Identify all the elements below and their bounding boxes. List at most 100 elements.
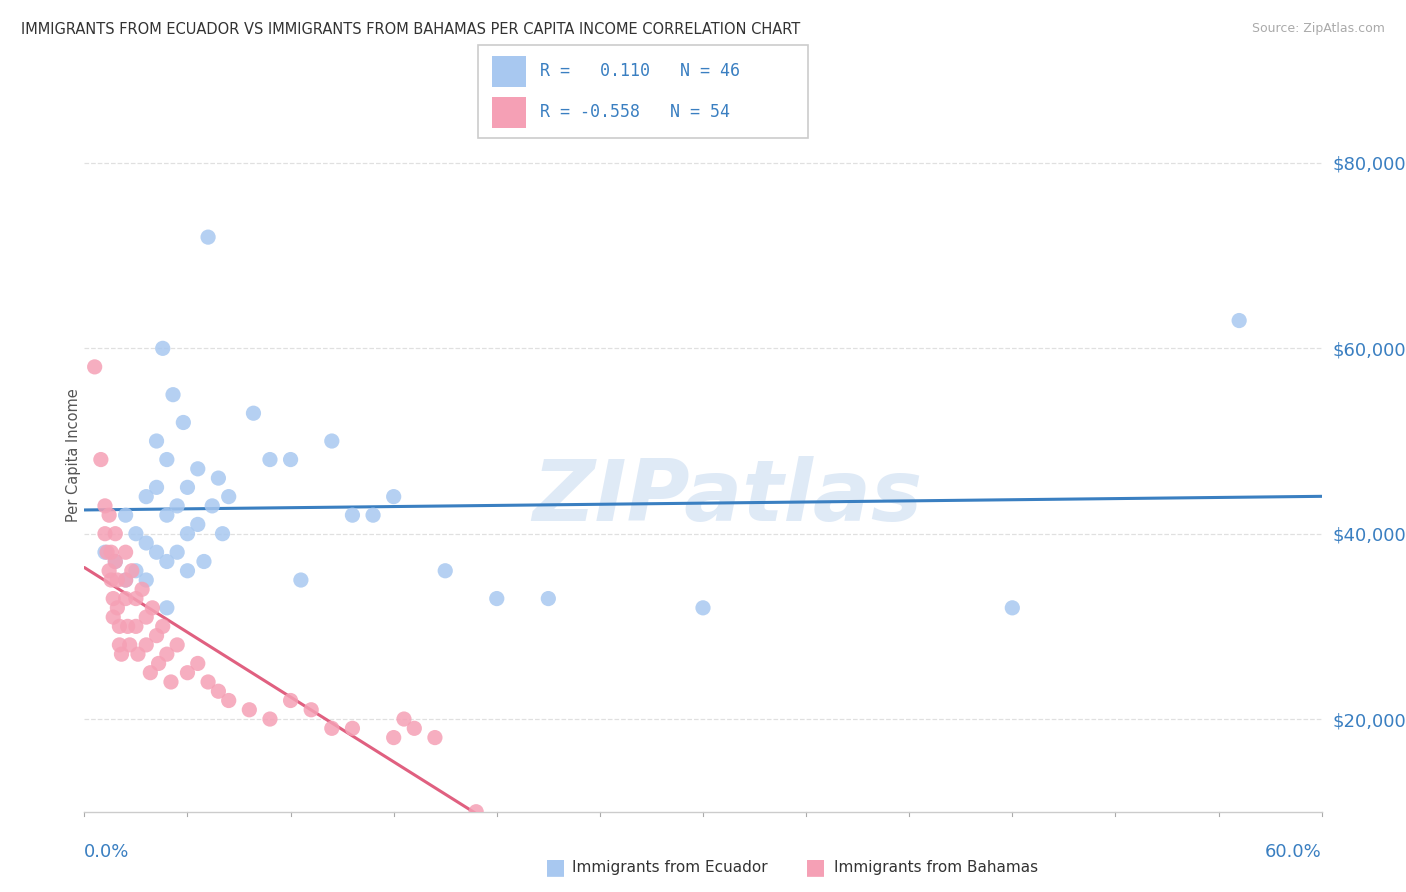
Point bbox=[131, 582, 153, 597]
Point bbox=[83, 359, 105, 374]
Point bbox=[139, 665, 162, 680]
Point bbox=[299, 703, 322, 717]
Point bbox=[187, 517, 209, 532]
Text: R = -0.558   N = 54: R = -0.558 N = 54 bbox=[540, 103, 730, 121]
Text: ■: ■ bbox=[546, 857, 565, 877]
Point bbox=[280, 452, 302, 467]
Text: 0.0%: 0.0% bbox=[84, 843, 129, 861]
Text: R =   0.110   N = 46: R = 0.110 N = 46 bbox=[540, 62, 740, 80]
Point bbox=[176, 480, 198, 494]
Point bbox=[434, 564, 457, 578]
Point bbox=[117, 619, 139, 633]
Point bbox=[118, 638, 141, 652]
Y-axis label: Per Capita Income: Per Capita Income bbox=[66, 388, 80, 522]
Text: Immigrants from Bahamas: Immigrants from Bahamas bbox=[834, 860, 1038, 874]
Point bbox=[114, 591, 136, 606]
Point bbox=[135, 536, 157, 550]
Point bbox=[392, 712, 415, 726]
Point bbox=[321, 721, 343, 735]
Point bbox=[104, 554, 127, 568]
Point bbox=[94, 499, 117, 513]
Point bbox=[103, 591, 125, 606]
Point bbox=[125, 564, 148, 578]
Point bbox=[280, 693, 302, 707]
Point bbox=[114, 508, 136, 523]
Point bbox=[90, 452, 112, 467]
Text: 60.0%: 60.0% bbox=[1265, 843, 1322, 861]
Point bbox=[156, 508, 179, 523]
Point bbox=[692, 600, 714, 615]
Point bbox=[152, 619, 174, 633]
Text: Immigrants from Ecuador: Immigrants from Ecuador bbox=[572, 860, 768, 874]
Text: ■: ■ bbox=[806, 857, 825, 877]
Point bbox=[361, 508, 384, 523]
Point bbox=[135, 573, 157, 587]
Point bbox=[135, 638, 157, 652]
Point bbox=[465, 805, 488, 819]
Point bbox=[135, 490, 157, 504]
Point bbox=[114, 545, 136, 559]
Point bbox=[108, 638, 131, 652]
Point bbox=[197, 675, 219, 690]
Point bbox=[125, 619, 148, 633]
Point bbox=[172, 416, 194, 430]
Point bbox=[176, 564, 198, 578]
Point bbox=[104, 554, 127, 568]
Point bbox=[382, 490, 405, 504]
Point bbox=[156, 600, 179, 615]
Point bbox=[114, 573, 136, 587]
Point bbox=[141, 600, 163, 615]
Point bbox=[145, 480, 167, 494]
Point bbox=[98, 508, 121, 523]
Point bbox=[100, 573, 122, 587]
Point bbox=[162, 387, 184, 401]
Point bbox=[100, 545, 122, 559]
Point bbox=[321, 434, 343, 448]
Point bbox=[148, 657, 170, 671]
Point bbox=[382, 731, 405, 745]
Point bbox=[127, 647, 149, 661]
Point bbox=[1001, 600, 1024, 615]
Point bbox=[156, 647, 179, 661]
Point bbox=[145, 629, 167, 643]
Text: ZIPatlas: ZIPatlas bbox=[533, 456, 922, 540]
Point bbox=[218, 490, 240, 504]
Point bbox=[201, 499, 224, 513]
Point bbox=[423, 731, 446, 745]
Point bbox=[125, 591, 148, 606]
Point bbox=[166, 638, 188, 652]
Point bbox=[342, 721, 364, 735]
Point bbox=[193, 554, 215, 568]
Point bbox=[145, 545, 167, 559]
Point bbox=[211, 526, 233, 541]
Point bbox=[176, 665, 198, 680]
Point bbox=[94, 526, 117, 541]
Point bbox=[152, 342, 174, 356]
Point bbox=[218, 693, 240, 707]
Point bbox=[242, 406, 264, 420]
Point bbox=[104, 526, 127, 541]
Point bbox=[166, 499, 188, 513]
Point bbox=[110, 647, 132, 661]
Point bbox=[145, 434, 167, 448]
Point bbox=[342, 508, 364, 523]
Point bbox=[187, 657, 209, 671]
Point bbox=[156, 452, 179, 467]
Point bbox=[290, 573, 312, 587]
Point bbox=[259, 452, 281, 467]
Point bbox=[238, 703, 260, 717]
Point bbox=[105, 573, 128, 587]
Point bbox=[125, 526, 148, 541]
Point bbox=[404, 721, 426, 735]
Point bbox=[259, 712, 281, 726]
Point bbox=[485, 591, 508, 606]
Point bbox=[135, 610, 157, 624]
Point bbox=[94, 545, 117, 559]
Point bbox=[176, 526, 198, 541]
Point bbox=[537, 591, 560, 606]
Point bbox=[96, 545, 118, 559]
Point bbox=[156, 554, 179, 568]
Point bbox=[121, 564, 143, 578]
Point bbox=[160, 675, 183, 690]
Point bbox=[166, 545, 188, 559]
